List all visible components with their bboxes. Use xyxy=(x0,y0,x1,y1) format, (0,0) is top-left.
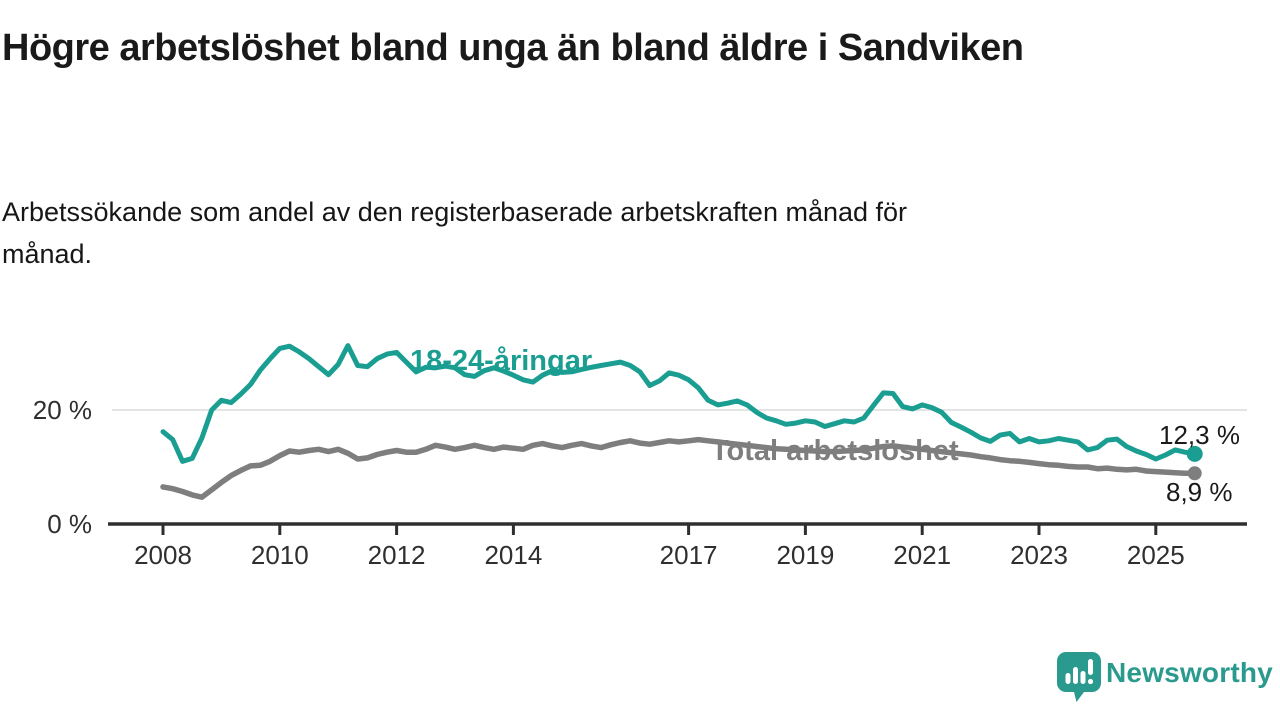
x-axis-label-2017: 2017 xyxy=(659,540,718,570)
youth-series-line xyxy=(160,343,1198,464)
x-axis-label-2014: 2014 xyxy=(484,540,543,570)
x-axis-ticks xyxy=(161,524,1158,535)
x-axis-label-2019: 2019 xyxy=(776,540,835,570)
youth-end-value-label: 12,3 % xyxy=(1159,420,1240,450)
newsworthy-brand: Newsworthy xyxy=(1056,650,1280,706)
chart-title: Högre arbetslöshet bland unga än bland ä… xyxy=(2,24,1024,73)
chart-subtitle-line1: Arbetssökande som andel av den registerb… xyxy=(2,197,908,227)
x-axis-label-2012: 2012 xyxy=(367,540,426,570)
total-series-end-dot xyxy=(1187,466,1202,481)
youth-series-label: 18-24-åringar xyxy=(410,345,593,377)
y-axis-label-0: 0 % xyxy=(47,509,92,539)
exclamation-icon-bar xyxy=(1088,659,1093,675)
total-series-line xyxy=(160,436,1198,500)
chart-subtitle: Arbetssökande som andel av den registerb… xyxy=(2,192,907,276)
bar-icon-2 xyxy=(1073,667,1078,684)
x-axis-label-2021: 2021 xyxy=(893,540,952,570)
newsworthy-brand-text: Newsworthy xyxy=(1106,657,1273,688)
total-series-label: Total arbetslöshet xyxy=(711,435,959,467)
bar-icon-3 xyxy=(1080,671,1086,684)
youth-series-end-dot xyxy=(1186,445,1203,462)
total-end-value-label: 8,9 % xyxy=(1166,477,1233,507)
speech-bubble-shape xyxy=(1057,652,1101,702)
x-axis-label-2023: 2023 xyxy=(1010,540,1068,570)
x-axis-label-2010: 2010 xyxy=(250,540,309,570)
newsworthy-logo-icon xyxy=(1057,652,1101,702)
chart-title-line1: Högre arbetslöshet bland unga än bland ä… xyxy=(2,27,828,69)
bar-icon-1 xyxy=(1065,673,1071,684)
y-axis-label-20: 20 % xyxy=(32,395,92,425)
x-axis-label-2025: 2025 xyxy=(1126,540,1185,570)
exclamation-icon-dot xyxy=(1087,678,1094,685)
chart-subtitle-line2: månad. xyxy=(2,238,93,269)
x-axis-label-2008: 2008 xyxy=(134,540,192,570)
chart-title-line2: Sandviken xyxy=(837,27,1024,69)
